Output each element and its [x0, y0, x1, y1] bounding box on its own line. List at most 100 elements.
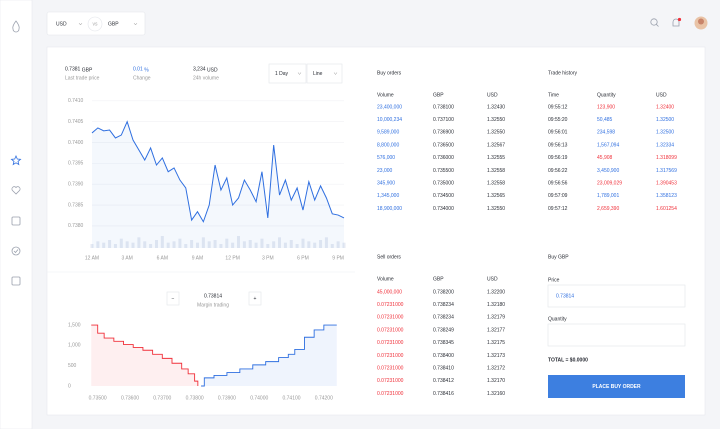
column-header: GBP	[433, 92, 444, 98]
x-tick-label: 0.74200	[315, 395, 333, 401]
price-value[interactable]: 0.73814	[556, 293, 574, 299]
notification-dot	[677, 17, 682, 22]
table-cell: 0.07231000	[377, 353, 404, 359]
x-tick-label: 12 AM	[85, 255, 99, 261]
volume-bar	[154, 240, 158, 248]
x-tick-label: 6 AM	[157, 255, 168, 261]
decrease-button[interactable]	[166, 291, 180, 306]
table-cell: 1.32173	[487, 353, 505, 359]
x-tick-label: 0.74100	[282, 395, 300, 401]
style-value[interactable]: Line	[313, 71, 323, 77]
volume-bar	[178, 238, 182, 248]
table-cell: 1.32180	[487, 302, 505, 308]
quantity-input[interactable]	[547, 323, 686, 347]
table-cell: 0.07231000	[377, 378, 404, 384]
table-cell: 23,000	[377, 168, 393, 174]
volume-bar	[108, 240, 112, 248]
x-tick-label: 9 AM	[192, 255, 203, 261]
x-tick-label: 6 PM	[297, 255, 309, 261]
table-cell: 1.32170	[487, 378, 505, 384]
volume-bar	[330, 244, 334, 248]
volume-bar	[131, 242, 135, 248]
search-icon[interactable]	[650, 18, 658, 26]
total: TOTAL = $0.0000	[548, 357, 588, 363]
volume-bar	[254, 242, 258, 248]
table-cell: 0.07231000	[377, 340, 404, 346]
check-mark	[13, 249, 19, 254]
range-dropdown[interactable]	[268, 63, 307, 84]
buy-button-label[interactable]: PLACE BUY ORDER	[592, 384, 641, 390]
asks-area	[201, 325, 337, 386]
mid-label: Margin trading	[197, 302, 229, 308]
increase-button[interactable]	[248, 291, 262, 306]
table-cell: 2,659,390	[597, 206, 619, 212]
search-handle	[656, 24, 659, 27]
volume-bar	[207, 241, 211, 248]
style-dropdown[interactable]	[306, 63, 343, 84]
volume-bar	[102, 242, 106, 248]
table-cell: 0.738249	[433, 327, 454, 333]
volume-bar	[90, 244, 94, 248]
table-cell: 10,000,234	[377, 117, 402, 123]
calendar-icon[interactable]	[11, 216, 21, 226]
table-cell: 0.737100	[433, 117, 454, 123]
table-cell: 1.32175	[487, 340, 505, 346]
y-tick-label: 0.7405	[68, 119, 84, 125]
table-cell: 18,900,000	[377, 206, 402, 212]
table-cell: 576,000	[377, 155, 395, 161]
wallet-icon[interactable]	[11, 276, 21, 286]
table-cell: 0.07231000	[377, 327, 404, 333]
increase-label[interactable]: +	[254, 296, 257, 302]
column-header: USD	[656, 92, 667, 98]
bids-line	[91, 324, 199, 386]
likes-icon[interactable]	[11, 186, 21, 195]
table-cell: 1.601254	[656, 206, 677, 212]
table-cell: 0.738200	[433, 289, 454, 295]
table-cell: 09:57:09	[548, 193, 568, 199]
volume-bar	[278, 237, 282, 248]
table-cell: 09:55:12	[548, 104, 568, 110]
table-cell: 1.32550	[487, 130, 505, 136]
volume-bar	[272, 241, 276, 248]
caret	[133, 22, 138, 26]
decrease-label[interactable]: −	[172, 296, 175, 302]
favorites-icon[interactable]	[10, 154, 22, 166]
table-cell: 0.07231000	[377, 315, 404, 321]
bell-icon[interactable]	[672, 18, 680, 27]
stat-label: 24h volume	[193, 75, 219, 81]
buy-button[interactable]	[548, 375, 685, 398]
x-tick-label: 0.73900	[218, 395, 236, 401]
currency-from[interactable]: USD	[56, 21, 67, 27]
volume-bar	[125, 241, 129, 248]
table-cell: 0.738410	[433, 366, 454, 372]
table-cell: 3,450,900	[597, 168, 619, 174]
price-area	[92, 121, 344, 248]
table-cell: 1.32400	[656, 104, 674, 110]
column-header: USD	[487, 276, 498, 282]
x-tick-label: 3 AM	[121, 255, 132, 261]
currency-to[interactable]: GBP	[108, 21, 119, 27]
table-cell: 1.32555	[487, 155, 505, 161]
table-cell: 1.32334	[656, 142, 674, 148]
x-tick-label: 0.74000	[250, 395, 268, 401]
volume-bar	[119, 238, 123, 248]
y-tick-label: 1,000	[68, 343, 81, 349]
table-cell: 1.32500	[656, 117, 674, 123]
stat-value: 0.7381	[65, 66, 81, 72]
range-value[interactable]: 1 Day	[275, 71, 289, 77]
table-cell: 1.32160	[487, 391, 505, 397]
table-cell: 9,589,000	[377, 130, 399, 136]
table-title: Sell orders	[377, 254, 401, 260]
price-line	[91, 120, 345, 223]
stat-value: 3,234	[193, 66, 206, 72]
table-cell: 0.738234	[433, 302, 454, 308]
price-input[interactable]	[547, 284, 686, 308]
table-cell: 45,908	[597, 155, 613, 161]
table-cell: 1.318099	[656, 155, 677, 161]
check-icon[interactable]	[11, 246, 21, 256]
y-tick-label: 0.7390	[68, 182, 84, 188]
column-header: GBP	[433, 276, 444, 282]
volume-bar	[283, 242, 287, 248]
volume-bar	[160, 236, 164, 248]
bids-area	[91, 325, 198, 386]
